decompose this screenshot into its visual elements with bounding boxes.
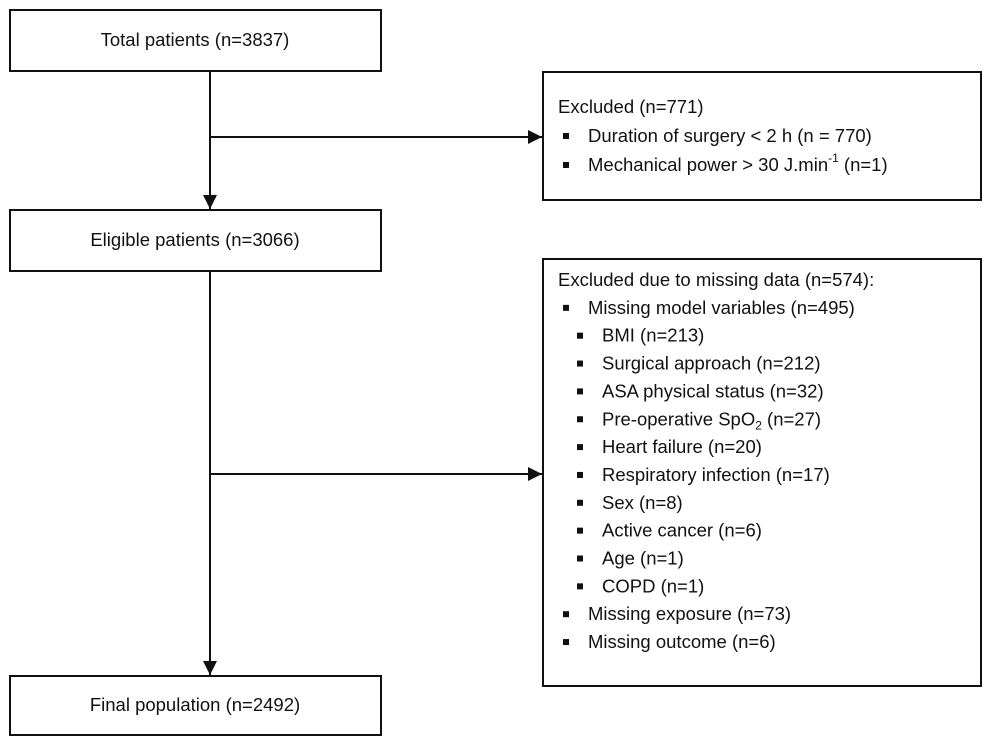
item-text: Missing outcome (n=6) bbox=[588, 631, 776, 652]
exclusion-item: Mechanical power > 30 J.min-1 (n=1) bbox=[588, 151, 888, 175]
item-text: Heart failure (n=20) bbox=[602, 436, 762, 457]
box-label: Total patients (n=3837) bbox=[101, 29, 290, 50]
exclusion-item: COPD (n=1) bbox=[602, 575, 704, 596]
exclusion-item: Respiratory infection (n=17) bbox=[602, 464, 830, 485]
bullet bbox=[577, 360, 583, 367]
bullet bbox=[577, 555, 583, 562]
exclusion-title: Excluded (n=771) bbox=[558, 96, 704, 117]
exclusion-item: Missing exposure (n=73) bbox=[588, 603, 791, 624]
exclusion-box bbox=[542, 258, 982, 687]
subscript: 2 bbox=[755, 418, 762, 432]
bullet bbox=[577, 332, 583, 339]
exclusion-item: BMI (n=213) bbox=[602, 325, 704, 346]
exclusion-item: Missing model variables (n=495) bbox=[588, 297, 855, 318]
item-text: Active cancer (n=6) bbox=[602, 520, 762, 541]
item-text: Surgical approach (n=212) bbox=[602, 352, 821, 373]
item-text: ASA physical status (n=32) bbox=[602, 380, 824, 401]
bullet bbox=[563, 133, 569, 139]
bullet bbox=[577, 471, 583, 478]
superscript: -1 bbox=[828, 151, 839, 165]
exclusion-box bbox=[542, 71, 982, 201]
bullet bbox=[563, 304, 569, 311]
bullet bbox=[563, 611, 569, 618]
item-text: Respiratory infection (n=17) bbox=[602, 464, 830, 485]
box bbox=[9, 209, 382, 272]
exclusion-item: Heart failure (n=20) bbox=[602, 436, 762, 457]
exclusion-item: Pre-operative SpO2 (n=27) bbox=[602, 408, 821, 432]
exclusion-item: Duration of surgery < 2 h (n = 770) bbox=[588, 125, 872, 146]
exclusion-item: Age (n=1) bbox=[602, 547, 684, 568]
box-label: Final population (n=2492) bbox=[90, 694, 300, 715]
bullet bbox=[577, 499, 583, 506]
bullet bbox=[577, 583, 583, 590]
exclusion-item: Sex (n=8) bbox=[602, 492, 683, 513]
item-text: COPD (n=1) bbox=[602, 575, 704, 596]
box bbox=[9, 675, 382, 736]
item-text: BMI (n=213) bbox=[602, 325, 704, 346]
bullet bbox=[563, 162, 569, 168]
bullet bbox=[563, 639, 569, 646]
item-text: Age (n=1) bbox=[602, 547, 684, 568]
item-text: Mechanical power > 30 J.min bbox=[588, 154, 828, 175]
exclusion-text: Excluded (n=771) Duration of surgery < 2 … bbox=[558, 96, 888, 652]
exclusion-item: ASA physical status (n=32) bbox=[602, 380, 824, 401]
exclusion-item: Surgical approach (n=212) bbox=[602, 352, 821, 373]
item-text: Missing model variables (n=495) bbox=[588, 297, 855, 318]
bullet bbox=[577, 416, 583, 423]
item-text: Pre-operative SpO bbox=[602, 408, 755, 429]
item-tail: (n=1) bbox=[839, 154, 888, 175]
exclusion-title: Excluded due to missing data (n=574): bbox=[558, 269, 874, 290]
bullet bbox=[577, 527, 583, 534]
exclusion-item: Missing outcome (n=6) bbox=[588, 631, 776, 652]
exclusion-item: Active cancer (n=6) bbox=[602, 520, 762, 541]
bullet bbox=[577, 388, 583, 395]
item-tail: (n=27) bbox=[762, 408, 821, 429]
box-label: Eligible patients (n=3066) bbox=[90, 229, 299, 250]
item-text: Sex (n=8) bbox=[602, 492, 683, 513]
box bbox=[9, 9, 382, 72]
bullet bbox=[577, 444, 583, 451]
item-text: Missing exposure (n=73) bbox=[588, 603, 791, 624]
item-text: Duration of surgery < 2 h (n = 770) bbox=[588, 125, 872, 146]
